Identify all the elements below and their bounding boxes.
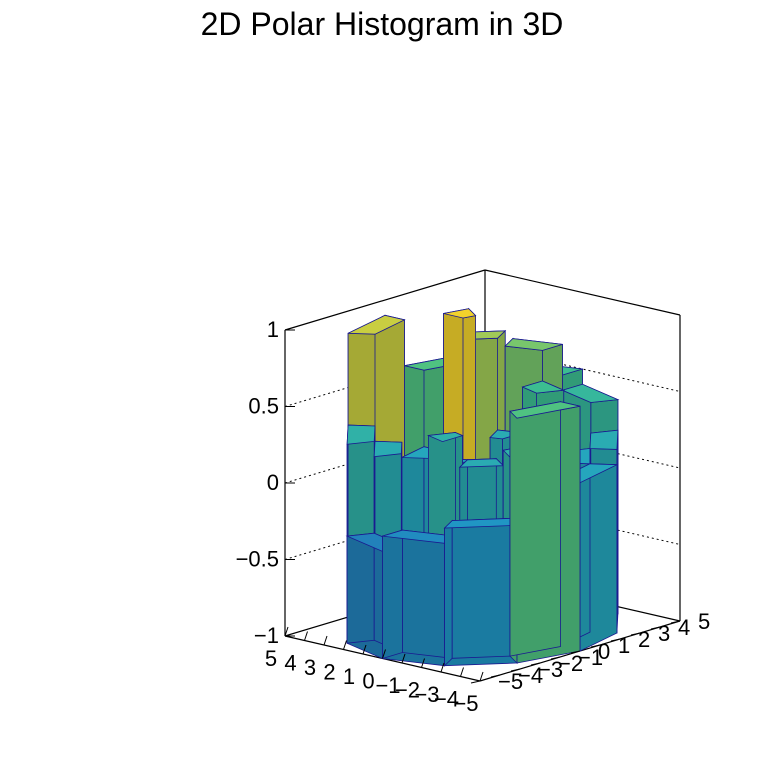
x-tick [479,671,484,682]
y-tick [570,650,581,654]
frame-top-right [484,269,681,316]
bar-top [347,314,406,335]
y-tick [630,632,641,636]
x-tick-label: −5 [453,691,478,716]
frame-top-left [284,269,486,331]
x-tick-label: 1 [343,664,355,689]
bar-side [509,401,561,657]
y-tick [650,626,661,630]
y-tick [510,668,521,672]
y-tick-label: −2 [558,651,583,676]
y-tick-label: −3 [538,657,563,682]
x-tick [421,658,425,668]
x-tick [323,635,328,646]
bar-side [451,517,511,659]
x-tick-label: −3 [414,682,439,707]
y-tick-label: 0 [598,639,610,664]
y-tick [550,656,561,660]
y-tick-label: 5 [698,609,710,634]
x-tick-label: 3 [304,655,316,680]
z-tick-label: −0.5 [236,547,279,572]
tick-labels: 10.50−0.5−15 4 3 2 1 0 −1−2−3−4−5543210−1−2−3−… [236,317,711,716]
y-tick-label: 2 [638,627,650,652]
bar-side [444,519,453,667]
y-tick [490,674,501,678]
y-tick-label: −1 [578,645,603,670]
x-tick [284,626,289,637]
y-tick-label: 4 [678,615,690,640]
bar-top [561,383,620,403]
z-tick-label: −1 [254,623,279,648]
bar-top [504,338,563,351]
y-tick-label: 1 [618,633,630,658]
x-tick-label: 5 [265,646,277,671]
x-tick [460,667,464,677]
y-tick [530,662,541,666]
z-tick-label: 0.5 [248,394,279,419]
x-tick-label: −4 [434,687,459,712]
bar-top [589,429,619,450]
x-tick [304,631,308,641]
bar-24 [443,517,518,667]
bar-21 [382,529,454,667]
z-tick-label: 1 [267,317,279,342]
y-tick-label: 3 [658,621,670,646]
bars-group [345,307,620,667]
y-tick [670,620,681,624]
bar-top [443,308,477,319]
y-tick [470,680,481,684]
x-tick-label: 2 [323,660,335,685]
bar-top [509,401,581,419]
y-tick [590,644,601,648]
bar-top [426,432,464,443]
bar-side [346,532,375,644]
bar-top [346,424,376,445]
bar-top [458,458,505,468]
x-tick [343,640,347,650]
tick-marks [284,329,681,684]
z-tick-label: 0 [267,470,279,495]
y-tick-label: −4 [518,663,543,688]
x-tick [382,649,386,659]
x-tick [362,644,367,655]
x-tick [440,662,445,673]
y-tick [610,638,621,642]
x-tick-label: 0 [362,669,374,694]
x-tick-label: 4 [284,651,296,676]
bar-top [373,440,403,458]
chart-title: 2D Polar Histogram in 3D [200,6,564,42]
x-tick [401,653,406,664]
x-tick-label: −2 [395,678,420,703]
bar-side [382,529,403,660]
y-tick-label: −5 [498,669,523,694]
bar-top [521,380,566,394]
bar-25 [509,401,581,664]
x-tick-label: −1 [375,673,400,698]
